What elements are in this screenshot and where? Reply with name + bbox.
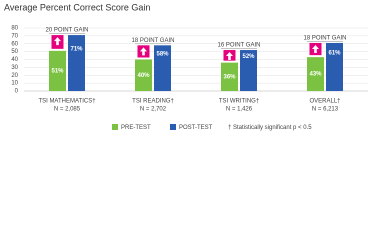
bar bbox=[326, 42, 343, 91]
y-tick-label: 50 bbox=[11, 49, 18, 55]
category-note: N = 1,426 bbox=[226, 107, 253, 113]
bar bbox=[221, 62, 238, 91]
legend-swatch bbox=[170, 124, 176, 130]
gain-arrow bbox=[312, 44, 320, 53]
y-tick-label: 10 bbox=[11, 81, 18, 87]
gain-arrow bbox=[54, 37, 61, 46]
value-label: 52% bbox=[242, 54, 255, 60]
bar bbox=[49, 50, 66, 91]
category-note: N = 2,085 bbox=[54, 107, 81, 113]
value-label: 61% bbox=[328, 51, 341, 57]
bar bbox=[68, 35, 85, 91]
category-note: N = 6,213 bbox=[312, 107, 339, 113]
y-tick-label: 40 bbox=[11, 57, 18, 63]
y-tick-label: 80 bbox=[11, 26, 18, 32]
y-tick-label: 20 bbox=[11, 73, 18, 79]
footnote: † Statistically significant p < 0.5 bbox=[228, 125, 312, 131]
page: Average Percent Correct Score Gain 0 10 20… bbox=[4, 2, 368, 132]
bar bbox=[135, 59, 152, 91]
x-tick-label: OVERALL† bbox=[309, 99, 340, 105]
chart: Average Percent Correct Score Gain 0 10 20… bbox=[4, 2, 368, 131]
gain-arrow bbox=[140, 47, 147, 56]
y-tick-label: 70 bbox=[11, 33, 18, 39]
gain-label: 18 POINT GAIN bbox=[304, 36, 347, 42]
chart-title: Average Percent Correct Score Gain bbox=[4, 2, 150, 12]
bar bbox=[307, 57, 324, 91]
value-label: 71% bbox=[70, 47, 83, 53]
value-label: 40% bbox=[137, 73, 150, 79]
bar bbox=[154, 45, 171, 91]
value-label: 51% bbox=[51, 68, 64, 74]
legend-label: PRE-TEST bbox=[121, 125, 151, 131]
category-note: N = 2,702 bbox=[140, 107, 167, 113]
gain-label: 20 POINT GAIN bbox=[46, 28, 89, 34]
gain-arrow bbox=[226, 52, 233, 61]
gain-label: 18 POINT GAIN bbox=[132, 38, 175, 44]
x-tick-label: TSI WRITING† bbox=[219, 99, 259, 105]
legend-label: POST-TEST bbox=[179, 125, 213, 131]
legend-swatch bbox=[112, 124, 118, 130]
x-tick-label: TSI READING† bbox=[132, 99, 174, 105]
y-tick-label: 30 bbox=[11, 65, 18, 71]
y-tick-label: 0 bbox=[15, 89, 19, 95]
gain-label: 16 POINT GAIN bbox=[218, 43, 261, 49]
value-label: 36% bbox=[223, 74, 236, 80]
value-label: 43% bbox=[309, 72, 322, 78]
x-tick-label: TSI MATHEMATICS† bbox=[38, 99, 95, 105]
value-label: 58% bbox=[156, 52, 169, 58]
y-tick-label: 60 bbox=[11, 41, 18, 47]
bar bbox=[240, 50, 257, 91]
